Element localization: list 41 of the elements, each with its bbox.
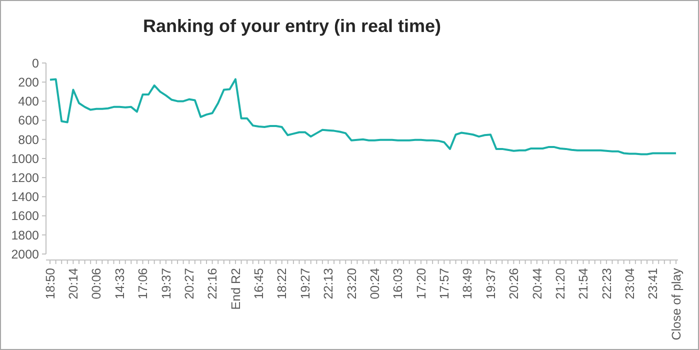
x-tick-label: 17:20 xyxy=(414,268,428,300)
x-tick-label: End R2 xyxy=(228,268,243,310)
y-tick-label: 2000 xyxy=(11,247,40,262)
y-tick-label: 1400 xyxy=(11,190,40,204)
x-tick-label: Close of play xyxy=(669,267,684,340)
x-tick-label: 23:20 xyxy=(344,268,359,300)
x-tick-label: 14:33 xyxy=(112,268,127,300)
y-tick-label: 1000 xyxy=(11,152,40,166)
x-tick-label: 20:27 xyxy=(182,268,196,300)
x-tick-label: 18:50 xyxy=(43,268,58,300)
x-tick-label: 19:27 xyxy=(298,268,312,300)
x-tick-label: 22:16 xyxy=(206,268,220,300)
x-tick-label: 21:20 xyxy=(553,268,568,300)
x-tick-label: 20:44 xyxy=(530,268,544,300)
y-tick-label: 600 xyxy=(18,114,40,128)
x-tick-label: 23:04 xyxy=(623,268,638,300)
y-tick-label: 1200 xyxy=(11,170,40,185)
chart-title: Ranking of your entry (in real time) xyxy=(142,16,442,36)
x-tick-label: 20:14 xyxy=(66,268,81,300)
x-tick-label: 16:03 xyxy=(391,268,406,300)
y-tick-label: 1600 xyxy=(11,209,40,224)
x-tick-label: 19:37 xyxy=(159,268,174,300)
x-tick-label: 18:49 xyxy=(460,268,475,300)
x-tick-label: 17:57 xyxy=(438,268,452,300)
y-tick-label: 400 xyxy=(18,94,40,109)
x-tick-label: 22:13 xyxy=(322,268,336,300)
x-tick-label: 00:24 xyxy=(368,268,382,300)
y-tick-label: 800 xyxy=(18,132,40,147)
y-tick-label: 200 xyxy=(18,75,40,90)
x-tick-label: 16:45 xyxy=(252,268,266,300)
x-tick-label: 19:37 xyxy=(484,268,498,300)
line-series xyxy=(49,78,677,156)
y-tick-label: 1800 xyxy=(11,228,40,242)
x-tick-label: 20:26 xyxy=(507,268,522,300)
x-tick-label: 22:23 xyxy=(600,268,614,300)
x-tick-label: 23:41 xyxy=(646,268,660,300)
x-tick-label: 00:06 xyxy=(90,268,104,300)
x-tick-label: 21:54 xyxy=(576,268,591,300)
x-tick-label: 18:22 xyxy=(275,268,290,300)
y-tick-label: 0 xyxy=(32,56,40,70)
x-tick-label: 17:06 xyxy=(136,268,150,300)
